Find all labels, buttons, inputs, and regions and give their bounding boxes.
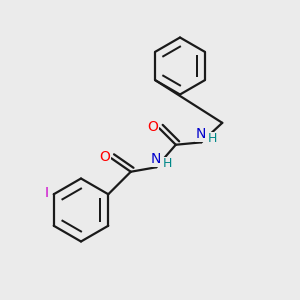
- Text: H: H: [208, 132, 218, 145]
- Text: O: O: [147, 120, 158, 134]
- Text: N: N: [196, 127, 206, 141]
- Text: H: H: [163, 157, 172, 170]
- Text: N: N: [151, 152, 161, 166]
- Text: O: O: [99, 150, 110, 164]
- Text: I: I: [44, 186, 48, 200]
